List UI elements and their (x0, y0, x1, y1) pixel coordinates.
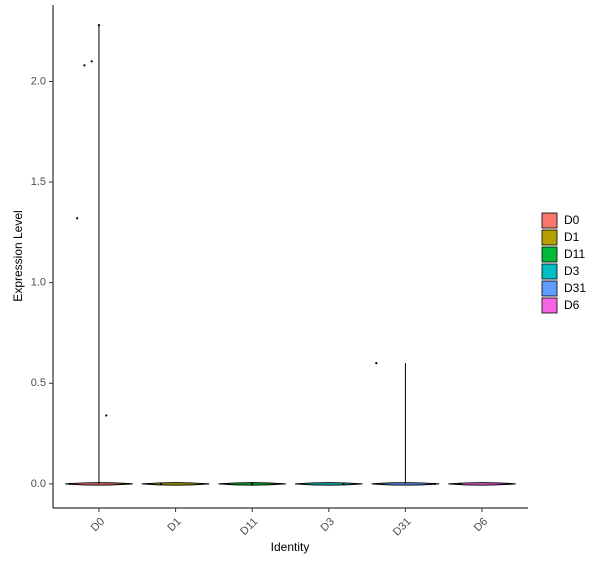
x-tick-label: D3 (319, 516, 337, 534)
point (83, 64, 86, 67)
legend-label: D0 (564, 213, 580, 227)
y-axis-title: Expression Level (11, 210, 25, 301)
legend-label: D3 (564, 264, 580, 278)
violin (448, 482, 516, 486)
y-tick-label: 2.0 (31, 75, 46, 87)
legend-key (541, 297, 558, 314)
x-tick-label: D0 (89, 516, 107, 534)
violin (371, 363, 440, 486)
point (251, 482, 254, 485)
violin (295, 482, 363, 486)
point (90, 60, 93, 63)
x-tick-label: D1 (165, 516, 183, 534)
violin (65, 25, 133, 486)
legend-label: D6 (564, 298, 580, 312)
x-tick-label: D6 (472, 516, 490, 534)
x-tick-label: D31 (391, 516, 414, 539)
x-axis-title: Identity (271, 540, 310, 554)
legend-key (541, 229, 558, 246)
legend-label: D11 (564, 247, 585, 261)
point (433, 482, 436, 485)
legend-label: D31 (564, 281, 586, 295)
point (159, 482, 163, 485)
y-tick-label: 1.0 (31, 277, 46, 289)
point (97, 24, 101, 27)
point (342, 482, 345, 485)
point (76, 217, 79, 220)
y-tick-label: 0.0 (31, 478, 46, 490)
legend-key (541, 246, 558, 263)
point (459, 482, 462, 485)
y-tick-label: 1.5 (31, 176, 46, 188)
y-tick-label: 0.5 (31, 377, 46, 389)
point (105, 414, 108, 417)
legend-key (541, 212, 558, 229)
legend-key (541, 263, 558, 280)
violin (141, 482, 210, 486)
legend-label: D1 (564, 230, 580, 244)
x-tick-label: D11 (238, 516, 260, 538)
legend-key (541, 280, 558, 297)
point (375, 362, 378, 365)
point (68, 482, 71, 485)
